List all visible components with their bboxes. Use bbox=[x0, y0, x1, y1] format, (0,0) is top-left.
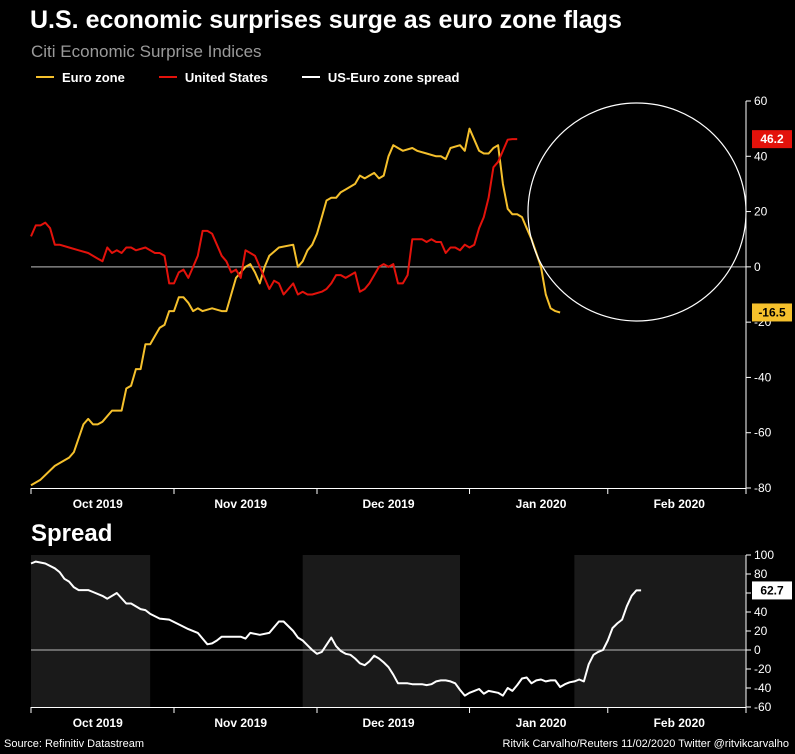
x-month-label: Feb 2020 bbox=[654, 497, 706, 511]
last-value-label: 62.7 bbox=[760, 583, 784, 597]
y-tick-label: 40 bbox=[754, 149, 768, 163]
y-tick-label: 20 bbox=[754, 205, 768, 219]
legend-label-united-states: United States bbox=[184, 69, 268, 85]
y-tick-label: 0 bbox=[754, 643, 761, 657]
series-line-euro-zone bbox=[30, 127, 561, 487]
x-month-label: Dec 2019 bbox=[362, 716, 414, 730]
x-month-label: Dec 2019 bbox=[362, 497, 414, 511]
last-value-badge bbox=[752, 581, 792, 600]
legend-label-euro-zone: Euro zone bbox=[62, 69, 125, 85]
shaded-band bbox=[574, 555, 746, 707]
x-month-label: Oct 2019 bbox=[73, 716, 123, 730]
legend-label-spread: US-Euro zone spread bbox=[327, 69, 460, 85]
y-tick-label: 80 bbox=[754, 567, 768, 581]
spread-panel-title: Spread bbox=[31, 520, 113, 547]
page-title: U.S. economic surprises surge as euro zo… bbox=[30, 6, 622, 34]
last-value-badge bbox=[752, 130, 792, 149]
credit-note: Ritvik Carvalho/Reuters 11/02/2020 Twitt… bbox=[502, 738, 790, 750]
series-line-united-states bbox=[30, 138, 518, 296]
y-tick-label: 100 bbox=[754, 548, 774, 562]
x-month-label: Nov 2019 bbox=[214, 497, 267, 511]
y-tick-label: 60 bbox=[754, 94, 768, 108]
shaded-band bbox=[302, 555, 460, 707]
last-value-label: 46.2 bbox=[760, 132, 784, 146]
chart-subtitle: Citi Economic Surprise Indices bbox=[31, 42, 262, 61]
series-line-us-euro-zone-spread bbox=[30, 560, 642, 697]
highlight-circle bbox=[527, 102, 747, 322]
x-month-label: Jan 2020 bbox=[516, 497, 567, 511]
y-tick-label: -40 bbox=[754, 681, 772, 695]
legend-item-spread: US-Euro zone spread bbox=[301, 69, 460, 85]
last-value-label: -16.5 bbox=[758, 305, 786, 319]
y-tick-label: 20 bbox=[754, 624, 768, 638]
shaded-band bbox=[31, 555, 151, 707]
legend-swatch-spread bbox=[301, 76, 320, 78]
legend-item-united-states: United States bbox=[158, 69, 268, 85]
y-tick-label: -20 bbox=[754, 662, 772, 676]
legend-item-euro-zone: Euro zone bbox=[36, 70, 125, 85]
y-tick-label: -40 bbox=[754, 370, 772, 384]
legend-swatch-united-states bbox=[158, 76, 177, 78]
y-tick-label: -80 bbox=[754, 481, 772, 495]
x-month-label: Feb 2020 bbox=[654, 716, 706, 730]
last-value-badge bbox=[752, 303, 792, 322]
y-tick-label: 40 bbox=[754, 605, 768, 619]
legend: Euro zone United States US-Euro zone spr… bbox=[36, 68, 493, 86]
y-tick-label: -60 bbox=[754, 426, 772, 440]
x-month-label: Jan 2020 bbox=[516, 716, 567, 730]
y-tick-label: -60 bbox=[754, 700, 772, 714]
legend-swatch-euro-zone bbox=[36, 76, 54, 78]
x-month-label: Oct 2019 bbox=[73, 497, 123, 511]
x-month-label: Nov 2019 bbox=[214, 716, 267, 730]
y-tick-label: 0 bbox=[754, 260, 761, 274]
source-note: Source: Refinitiv Datastream bbox=[4, 738, 144, 750]
